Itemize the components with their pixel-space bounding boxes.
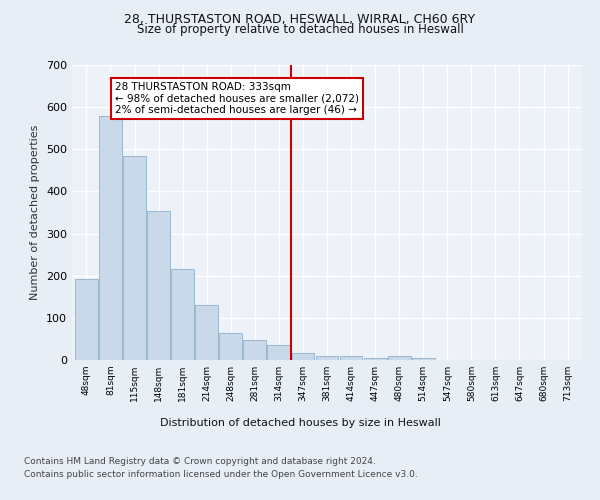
Bar xyxy=(364,358,386,360)
Bar xyxy=(147,211,170,360)
Bar xyxy=(171,269,194,360)
Bar xyxy=(244,340,266,360)
Bar xyxy=(292,354,314,360)
Bar xyxy=(75,278,98,360)
Bar xyxy=(220,332,242,360)
Text: Size of property relative to detached houses in Heswall: Size of property relative to detached ho… xyxy=(137,22,463,36)
Text: 28 THURSTASTON ROAD: 333sqm
← 98% of detached houses are smaller (2,072)
2% of s: 28 THURSTASTON ROAD: 333sqm ← 98% of det… xyxy=(115,82,359,115)
Bar xyxy=(412,358,434,360)
Bar xyxy=(316,356,338,360)
Bar xyxy=(340,356,362,360)
Text: Distribution of detached houses by size in Heswall: Distribution of detached houses by size … xyxy=(160,418,440,428)
Text: 28, THURSTASTON ROAD, HESWALL, WIRRAL, CH60 6RY: 28, THURSTASTON ROAD, HESWALL, WIRRAL, C… xyxy=(124,12,476,26)
Text: Contains HM Land Registry data © Crown copyright and database right 2024.: Contains HM Land Registry data © Crown c… xyxy=(24,458,376,466)
Bar xyxy=(268,345,290,360)
Bar xyxy=(99,116,122,360)
Bar xyxy=(388,356,410,360)
Y-axis label: Number of detached properties: Number of detached properties xyxy=(31,125,40,300)
Bar xyxy=(123,156,146,360)
Text: Contains public sector information licensed under the Open Government Licence v3: Contains public sector information licen… xyxy=(24,470,418,479)
Bar xyxy=(195,305,218,360)
